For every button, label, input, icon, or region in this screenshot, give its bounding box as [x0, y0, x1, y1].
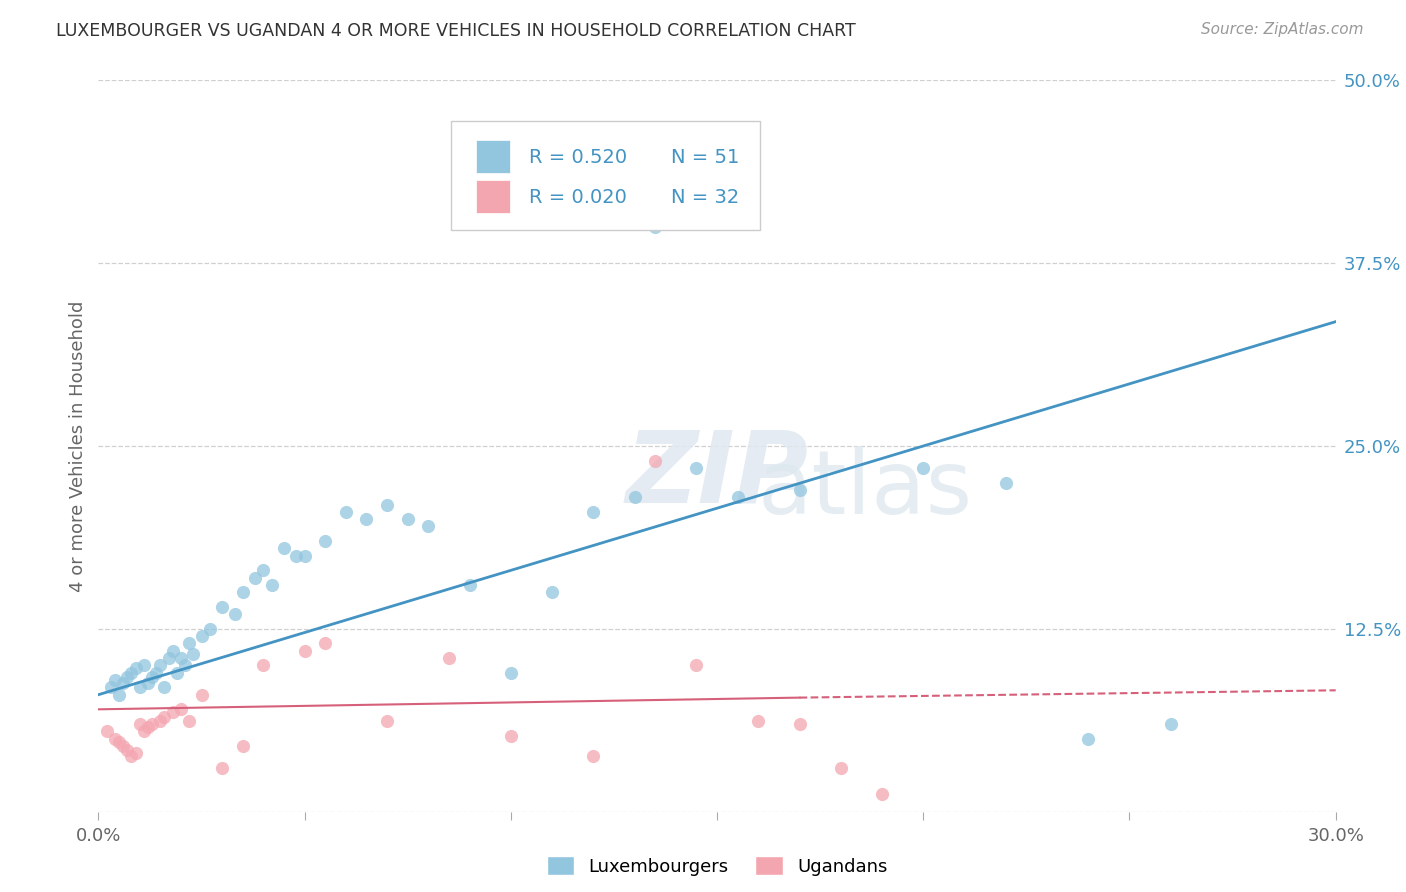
Point	[243, 571, 266, 585]
Y-axis label: 4 or more Vehicles in Household: 4 or more Vehicles in Household	[69, 301, 87, 591]
Point	[162, 705, 184, 719]
Point	[136, 720, 159, 734]
Point	[124, 746, 146, 760]
Text: Source: ZipAtlas.com: Source: ZipAtlas.com	[1201, 22, 1364, 37]
Point	[108, 688, 131, 702]
Point	[912, 461, 935, 475]
Point	[789, 717, 811, 731]
Point	[108, 734, 131, 748]
Point	[396, 512, 419, 526]
Point	[789, 483, 811, 497]
Point	[128, 681, 150, 695]
Point	[157, 651, 180, 665]
Point	[1077, 731, 1099, 746]
Point	[644, 219, 666, 234]
Point	[170, 651, 193, 665]
Point	[685, 461, 707, 475]
Point	[252, 563, 274, 577]
FancyBboxPatch shape	[451, 120, 761, 230]
Point	[112, 676, 135, 690]
Point	[211, 761, 233, 775]
Point	[437, 651, 460, 665]
Point	[727, 490, 749, 504]
Point	[136, 676, 159, 690]
Point	[224, 607, 246, 622]
Text: ZIP: ZIP	[626, 426, 808, 524]
Point	[162, 644, 184, 658]
Point	[582, 749, 605, 764]
Point	[870, 787, 893, 801]
Point	[104, 673, 127, 687]
Point	[190, 688, 212, 702]
Point	[120, 665, 142, 680]
FancyBboxPatch shape	[475, 140, 510, 173]
Point	[232, 585, 254, 599]
Point	[128, 717, 150, 731]
Point	[260, 578, 283, 592]
Point	[100, 681, 122, 695]
Point	[252, 658, 274, 673]
Point	[179, 636, 201, 650]
Point	[149, 658, 172, 673]
Point	[499, 729, 522, 743]
Point	[685, 658, 707, 673]
Point	[104, 731, 127, 746]
Point	[285, 549, 308, 563]
Point	[375, 498, 398, 512]
Point	[149, 714, 172, 728]
Point	[124, 661, 146, 675]
Point	[120, 749, 142, 764]
Point	[314, 534, 336, 549]
Text: N = 32: N = 32	[671, 188, 740, 207]
Text: N = 51: N = 51	[671, 147, 740, 167]
Point	[166, 665, 188, 680]
Point	[994, 475, 1017, 490]
Text: atlas: atlas	[758, 446, 973, 533]
Point	[190, 629, 212, 643]
Point	[141, 670, 163, 684]
Point	[582, 505, 605, 519]
Text: LUXEMBOURGER VS UGANDAN 4 OR MORE VEHICLES IN HOUSEHOLD CORRELATION CHART: LUXEMBOURGER VS UGANDAN 4 OR MORE VEHICL…	[56, 22, 856, 40]
Point	[145, 665, 167, 680]
Point	[418, 519, 440, 533]
Point	[153, 709, 176, 723]
Point	[132, 724, 155, 739]
Point	[747, 714, 769, 728]
Point	[294, 549, 316, 563]
Point	[314, 636, 336, 650]
Point	[96, 724, 118, 739]
Point	[623, 490, 645, 504]
Point	[117, 670, 139, 684]
Point	[273, 541, 295, 556]
Point	[174, 658, 197, 673]
FancyBboxPatch shape	[475, 180, 510, 213]
Point	[198, 622, 221, 636]
Point	[458, 578, 481, 592]
Point	[830, 761, 852, 775]
Point	[541, 585, 564, 599]
Point	[179, 714, 201, 728]
Point	[499, 665, 522, 680]
Point	[211, 599, 233, 614]
Legend: Luxembourgers, Ugandans: Luxembourgers, Ugandans	[547, 856, 887, 876]
Point	[170, 702, 193, 716]
Point	[112, 739, 135, 753]
Text: R = 0.020: R = 0.020	[529, 188, 627, 207]
Point	[644, 453, 666, 467]
Point	[232, 739, 254, 753]
Point	[335, 505, 357, 519]
Point	[375, 714, 398, 728]
Point	[1160, 717, 1182, 731]
Point	[356, 512, 378, 526]
Point	[294, 644, 316, 658]
Point	[141, 717, 163, 731]
Point	[181, 647, 204, 661]
Point	[132, 658, 155, 673]
Text: R = 0.520: R = 0.520	[529, 147, 627, 167]
Point	[117, 743, 139, 757]
Point	[153, 681, 176, 695]
